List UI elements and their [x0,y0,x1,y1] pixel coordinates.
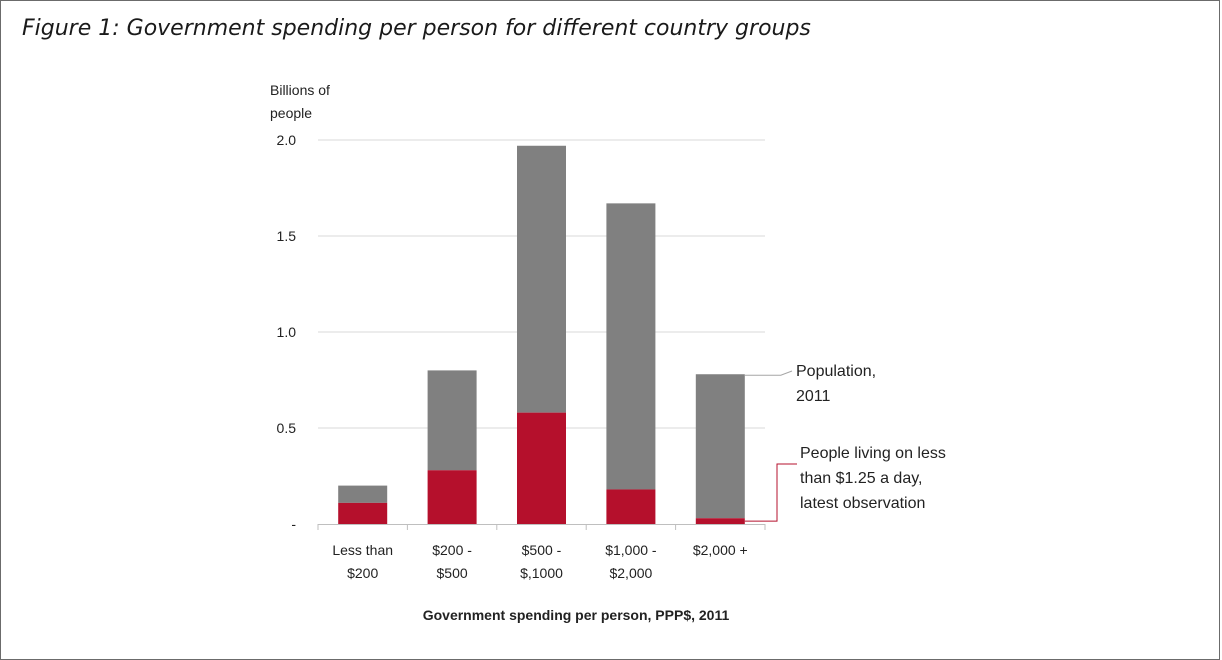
y-axis-label: Billions of people [270,82,330,121]
bar-population [606,203,656,490]
bar-population [695,374,745,519]
legend-leader-population [744,370,793,376]
x-axis [317,524,766,530]
figure-title: Figure 1: Government spending per person… [22,16,811,41]
bars [338,145,745,524]
bar-poverty [517,412,566,524]
category-labels: Less than $200 $200 - $500 $500 - $,1000 $1,00… [332,542,747,581]
y-axis-label-line: people [270,105,312,121]
legend-labels: Population, 2011 People living on less than… [744,363,946,522]
y-axis-ticks: - 0.5 1.0 1.5 2.0 [277,132,297,532]
category-label: Less than [332,542,393,558]
category-label: $2,000 + [693,542,748,558]
bar-poverty [606,489,656,524]
y-axis-label-line: Billions of [270,82,330,98]
legend-label-population: 2011 [796,388,831,405]
bar-poverty [338,502,388,524]
bar-population [338,485,388,503]
bar-poverty [695,518,745,524]
legend-leader-poverty [744,463,797,522]
legend-label-poverty: People living on less [800,445,946,462]
legend-label-poverty: than $1.25 a day, [800,470,922,487]
y-tick-label: 1.0 [277,324,297,340]
bar-poverty [427,470,477,524]
bar-population [427,370,477,471]
category-label: $500 - [522,542,562,558]
x-axis-title: Government spending per person, PPP$, 20… [423,607,730,623]
category-label: $1,000 - [605,542,657,558]
category-label: $200 [347,565,378,581]
y-tick-label: 0.5 [277,420,297,436]
y-tick-label: - [291,516,296,532]
legend-label-population: Population, [796,363,876,380]
category-label: $200 - [432,542,472,558]
bar-population [517,145,566,413]
category-label: $,1000 [520,565,563,581]
category-label: $2,000 [609,565,652,581]
legend-label-poverty: latest observation [800,495,925,512]
y-tick-label: 2.0 [277,132,297,148]
category-label: $500 [437,565,468,581]
y-tick-label: 1.5 [277,228,297,244]
bar-chart: Billions of people - 0.5 1.0 1.5 2.0 Less tha… [270,82,946,623]
